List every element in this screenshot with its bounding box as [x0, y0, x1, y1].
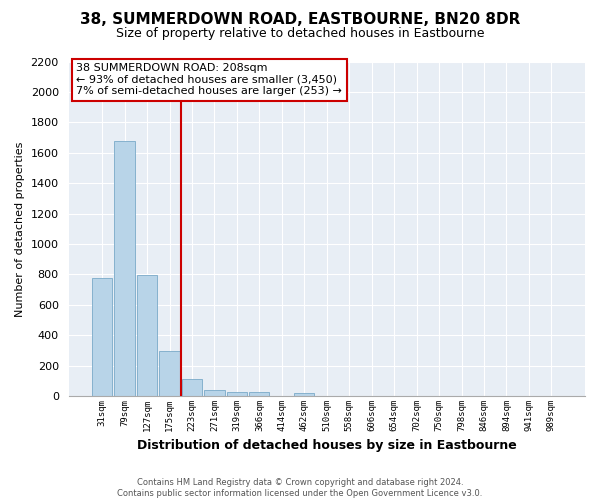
Bar: [249, 392, 269, 396]
Text: Size of property relative to detached houses in Eastbourne: Size of property relative to detached ho…: [116, 28, 484, 40]
Bar: [115, 140, 134, 396]
Bar: [160, 350, 179, 396]
Bar: [294, 393, 314, 396]
Bar: [92, 278, 112, 396]
Text: 38, SUMMERDOWN ROAD, EASTBOURNE, BN20 8DR: 38, SUMMERDOWN ROAD, EASTBOURNE, BN20 8D…: [80, 12, 520, 28]
Y-axis label: Number of detached properties: Number of detached properties: [15, 141, 25, 316]
Bar: [227, 392, 247, 396]
Bar: [205, 390, 224, 396]
Text: 38 SUMMERDOWN ROAD: 208sqm
← 93% of detached houses are smaller (3,450)
7% of se: 38 SUMMERDOWN ROAD: 208sqm ← 93% of deta…: [76, 63, 342, 96]
Text: Contains HM Land Registry data © Crown copyright and database right 2024.
Contai: Contains HM Land Registry data © Crown c…: [118, 478, 482, 498]
Bar: [137, 275, 157, 396]
Bar: [182, 378, 202, 396]
X-axis label: Distribution of detached houses by size in Eastbourne: Distribution of detached houses by size …: [137, 440, 517, 452]
